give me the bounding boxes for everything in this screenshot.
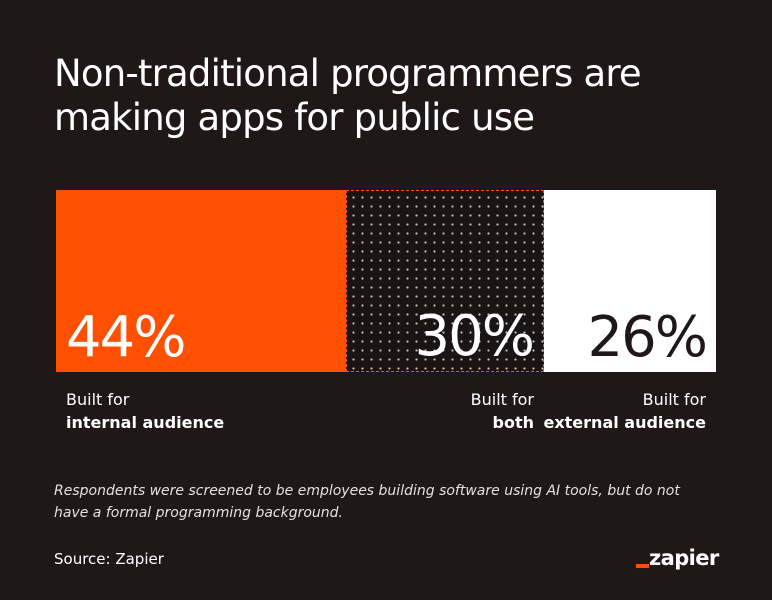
footnote-line-2: have a formal programming background. <box>54 505 344 521</box>
logo-wordmark: zapier <box>649 546 719 570</box>
value-label-2: 30% <box>414 304 535 369</box>
category-label-1: Built for internal audience <box>66 388 224 434</box>
bar-segment-1: 44% <box>56 190 346 372</box>
category-label-2-line-1: Built for <box>470 390 534 409</box>
value-label-3: 26% <box>587 305 708 370</box>
chart-title-line-1: Non-traditional programmers are <box>54 52 642 95</box>
category-label-1-line-1: Built for <box>66 390 130 409</box>
footnote-line-1: Respondents were screened to be employee… <box>54 483 680 499</box>
category-label-1-line-2: internal audience <box>66 413 225 432</box>
category-label-2-line-2: both <box>492 413 534 432</box>
category-label-3-line-2: external audience <box>543 413 706 432</box>
category-label-3: Built for external audience <box>543 388 706 434</box>
chart-title: Non-traditional programmers are making a… <box>54 52 734 140</box>
source-credit: Source: Zapier <box>54 550 164 568</box>
category-label-3-line-1: Built for <box>642 390 706 409</box>
value-label-1: 44% <box>66 305 186 370</box>
bar-segment-2: 30% <box>346 190 544 372</box>
logo-accent-bar <box>636 564 649 568</box>
category-label-2: Built for both <box>471 388 534 434</box>
bar-segment-3: 26% <box>544 190 716 372</box>
stacked-bar: 44% 30% 26% <box>56 190 716 372</box>
chart-title-line-2: making apps for public use <box>54 96 535 139</box>
footnote: Respondents were screened to be employee… <box>54 480 734 524</box>
